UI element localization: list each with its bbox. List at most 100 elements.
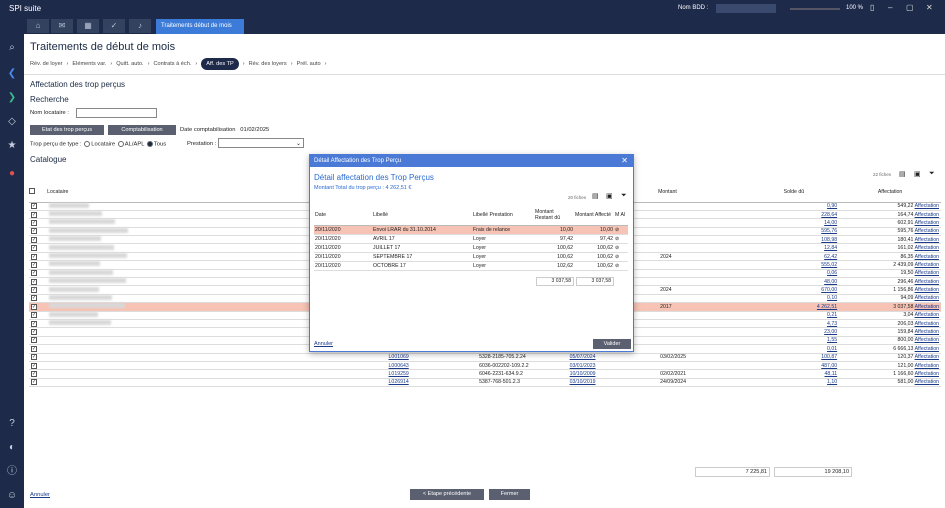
dialog-annuler-link[interactable]: Annuler: [314, 341, 333, 347]
step-rev-loyers[interactable]: Rév. des loyers: [248, 61, 287, 67]
etat-trop-percus-button[interactable]: Etat des trop perçus: [30, 125, 104, 135]
row-date1[interactable]: 10/10/2009: [569, 371, 596, 377]
row-montant[interactable]: 100,87: [821, 354, 838, 361]
step-contrats[interactable]: Contrats à éch.: [153, 61, 192, 67]
fermer-button[interactable]: Fermer: [489, 489, 530, 500]
table-row[interactable]: ✓ L001069 5328-2185-705.2.24 05/07/2024 03/0…: [29, 353, 941, 362]
row-code[interactable]: L026914: [388, 379, 409, 386]
calendar-icon[interactable]: ▦: [77, 19, 99, 33]
row-montant[interactable]: 4 262,51: [816, 303, 838, 310]
row-montant[interactable]: 555,02: [821, 261, 838, 268]
notification-icon[interactable]: ●: [8, 168, 16, 179]
row-checkbox[interactable]: ✓: [31, 219, 37, 226]
row-checkbox[interactable]: ✓: [31, 371, 37, 377]
row-montant[interactable]: 48,00: [824, 278, 838, 285]
maximize-icon[interactable]: ▢: [906, 3, 914, 12]
row-montant[interactable]: 12,84: [824, 245, 838, 252]
row-affectation-link[interactable]: Affectation: [914, 362, 939, 369]
minimize-icon[interactable]: –: [888, 3, 893, 12]
row-montant[interactable]: 0,21: [827, 312, 838, 319]
row-checkbox[interactable]: ✓: [31, 203, 37, 210]
row-affectation-link[interactable]: Affectation: [914, 379, 939, 386]
info-icon[interactable]: ⓘ: [7, 466, 17, 477]
row-checkbox[interactable]: ✓: [31, 211, 37, 218]
prestation-select[interactable]: ⌄: [218, 138, 304, 148]
row-checkbox[interactable]: ✓: [31, 236, 37, 243]
row-montant[interactable]: 108,98: [821, 236, 838, 243]
row-checkbox[interactable]: ✓: [31, 253, 37, 260]
drow-affecte[interactable]: 100,62: [574, 252, 614, 262]
row-affectation-link[interactable]: Affectation: [914, 261, 939, 268]
row-montant[interactable]: 670,00: [821, 287, 838, 294]
row-affectation-link[interactable]: Affectation: [914, 245, 939, 252]
drow-affecte[interactable]: 10,00: [574, 225, 614, 235]
row-affectation-link[interactable]: Affectation: [914, 354, 939, 361]
row-affectation-link[interactable]: Affectation: [914, 337, 939, 344]
drow-affecte[interactable]: 97,42: [574, 234, 614, 244]
row-montant[interactable]: 1,10: [827, 379, 838, 386]
row-montant[interactable]: 595,76: [821, 228, 838, 235]
row-montant[interactable]: 48,11: [824, 371, 838, 377]
close-icon[interactable]: ✕: [926, 3, 933, 12]
export-icon[interactable]: ▤: [899, 171, 906, 178]
row-montant[interactable]: 487,00: [821, 362, 838, 369]
row-montant[interactable]: 62,42: [824, 253, 838, 260]
step-rev-loyer[interactable]: Rév. de loyer: [30, 61, 63, 67]
check-icon[interactable]: ✓: [103, 19, 125, 33]
row-checkbox[interactable]: ✓: [31, 379, 37, 386]
dialog-row[interactable]: 20/11/2020 Envoi LRAR du 31.10.2014 Frais …: [314, 225, 628, 235]
dialog-filter-icon[interactable]: ⏷: [621, 192, 627, 199]
row-affectation-link[interactable]: Affectation: [914, 203, 939, 210]
row-affectation-link[interactable]: Affectation: [914, 236, 939, 243]
row-affectation-link[interactable]: Affectation: [914, 270, 939, 277]
row-checkbox[interactable]: ✓: [31, 362, 37, 369]
row-affectation-link[interactable]: Affectation: [914, 371, 939, 377]
row-checkbox[interactable]: ✓: [31, 228, 37, 235]
document-icon[interactable]: ▯: [870, 3, 875, 12]
row-checkbox[interactable]: ✓: [31, 278, 37, 285]
table-row[interactable]: ✓ L026914 5387-768-501.2.3 03/10/2019 24/09/…: [29, 378, 941, 388]
row-checkbox[interactable]: ✓: [31, 345, 37, 352]
nom-locataire-input[interactable]: [76, 108, 157, 118]
row-date1[interactable]: 03/01/2023: [569, 362, 596, 369]
row-montant[interactable]: 228,64: [821, 211, 838, 218]
drow-info-icon[interactable]: ⊘: [614, 261, 628, 271]
row-affectation-link[interactable]: Affectation: [914, 295, 939, 302]
user-icon[interactable]: ☺: [6, 490, 18, 501]
row-checkbox[interactable]: ✓: [31, 320, 37, 327]
comptabilisation-button[interactable]: Comptabilisation: [108, 125, 176, 135]
arrow-right-icon[interactable]: ❯: [7, 92, 17, 103]
etape-precedente-button[interactable]: < Etape précédente: [410, 489, 484, 500]
row-checkbox[interactable]: ✓: [31, 329, 37, 336]
row-checkbox[interactable]: ✓: [31, 261, 37, 268]
step-aff-tp[interactable]: Aff. des TP: [201, 58, 239, 70]
row-code[interactable]: L001069: [388, 354, 409, 361]
table-row[interactable]: ✓ L019259 6046-2231-634.9.2 10/10/2009 02/02…: [29, 369, 941, 379]
drow-affecte[interactable]: 100,62: [574, 243, 614, 253]
row-montant[interactable]: 14,00: [824, 219, 838, 226]
row-checkbox[interactable]: ✓: [31, 295, 37, 302]
bell-icon[interactable]: ♪: [129, 19, 151, 33]
select-all-checkbox[interactable]: [29, 187, 35, 194]
columns-icon[interactable]: ▣: [914, 171, 921, 178]
row-date1[interactable]: 03/10/2019: [569, 379, 596, 386]
row-affectation-link[interactable]: Affectation: [914, 312, 939, 319]
row-checkbox[interactable]: ✓: [31, 337, 37, 344]
row-montant[interactable]: 1,55: [827, 337, 838, 344]
row-checkbox[interactable]: ✓: [31, 354, 37, 361]
row-montant[interactable]: 23,00: [824, 329, 838, 336]
row-montant[interactable]: 0,06: [827, 270, 838, 277]
step-quitt-auto[interactable]: Quitt. auto.: [116, 61, 144, 67]
row-checkbox[interactable]: ✓: [31, 303, 37, 310]
row-affectation-link[interactable]: Affectation: [914, 219, 939, 226]
table-row[interactable]: ✓ L000643 6036-002202-109.2.2 03/01/2023 487…: [29, 361, 941, 371]
annuler-link[interactable]: Annuler: [30, 492, 50, 498]
dialog-row[interactable]: 20/11/2020 JUILLET 17 Loyer 100,62 100,62 ⊘: [314, 243, 628, 253]
row-montant[interactable]: 4,73: [827, 320, 838, 327]
row-checkbox[interactable]: ✓: [31, 312, 37, 319]
radio-locataire[interactable]: [84, 141, 91, 147]
dialog-export-icon[interactable]: ▤: [592, 193, 599, 200]
dialog-valider-button[interactable]: Valider: [593, 339, 631, 349]
radio-tous[interactable]: [146, 141, 153, 147]
arrow-left-icon[interactable]: ❮: [7, 68, 17, 79]
